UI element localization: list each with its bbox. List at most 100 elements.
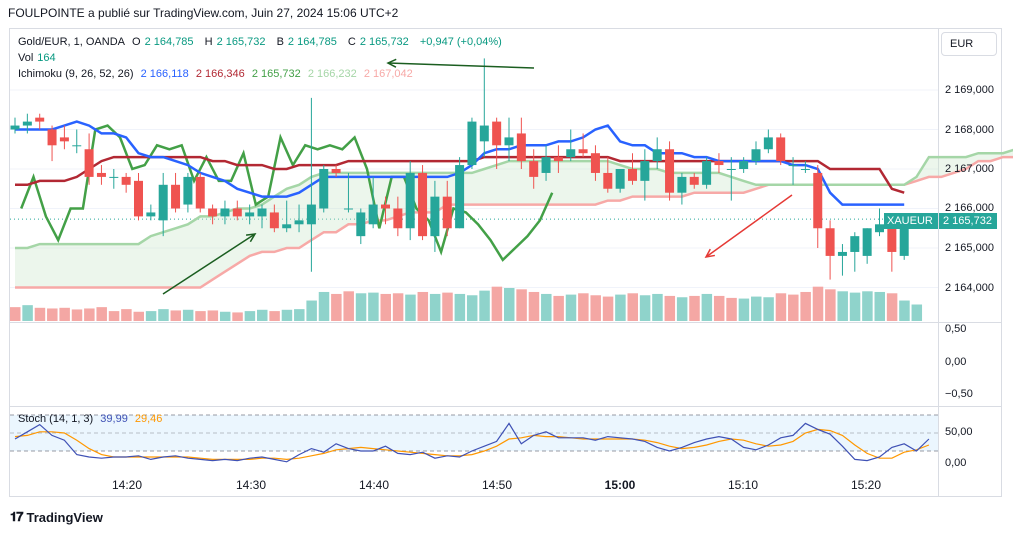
- volume-bar: [71, 309, 83, 321]
- annotation-arrow-top: [387, 62, 535, 69]
- candle: [603, 172, 613, 189]
- volume-bar: [541, 293, 552, 321]
- volume-bar: [788, 294, 799, 321]
- candle: [615, 169, 625, 189]
- volume-bar: [244, 311, 256, 321]
- candle: [84, 149, 94, 177]
- candle: [541, 157, 551, 173]
- volume-bar: [306, 300, 317, 321]
- volume-bar: [466, 295, 478, 321]
- time-tick: 15:20: [850, 478, 882, 492]
- candle: [245, 212, 255, 217]
- volume-bar: [652, 293, 663, 321]
- candle: [47, 129, 57, 146]
- volume-bar: [837, 291, 848, 321]
- candle: [763, 137, 773, 150]
- candle: [319, 169, 329, 209]
- candle: [677, 176, 687, 193]
- volume-tick: −0,50: [945, 388, 973, 400]
- volume-bar: [479, 290, 490, 321]
- volume-tick: 0,50: [945, 323, 967, 335]
- candle: [689, 176, 699, 185]
- candle: [109, 176, 119, 178]
- volume-bar: [874, 291, 885, 321]
- volume-bar: [911, 304, 923, 321]
- stoch-label[interactable]: Stoch (14, 1, 3): [18, 413, 94, 425]
- candle: [232, 208, 242, 217]
- candle: [504, 137, 514, 146]
- volume-bar: [726, 297, 737, 321]
- ichimoku-spanB-line: [15, 155, 1013, 289]
- candle: [72, 145, 82, 147]
- annotation-arrow-left: [162, 233, 256, 295]
- volume-bar: [318, 291, 330, 321]
- volume-bar: [664, 295, 676, 321]
- volume-bar: [145, 311, 157, 321]
- candle: [195, 176, 205, 209]
- candle: [183, 176, 193, 205]
- ichimoku-label[interactable]: Ichimoku (9, 26, 52, 26): [18, 68, 134, 80]
- volume-bar: [886, 293, 898, 321]
- volume-bar: [170, 310, 182, 321]
- time-tick: 14:20: [111, 478, 143, 492]
- price-tag-value: 2 165,732: [939, 213, 997, 229]
- volume-bar: [763, 297, 774, 321]
- candle: [825, 228, 835, 256]
- candle: [269, 212, 279, 229]
- candle: [887, 224, 897, 252]
- volume-bar: [676, 297, 688, 321]
- ichimoku-base-value: 2 166,346: [195, 68, 245, 80]
- candle: [430, 196, 440, 237]
- publication-header: FOULPOINTE a publié sur TradingView.com,…: [8, 6, 399, 20]
- volume-bar: [195, 311, 206, 321]
- currency-selector[interactable]: EUR: [941, 32, 997, 56]
- stoch-tick: 50,00: [945, 426, 973, 438]
- candle: [35, 117, 45, 122]
- price-tick: 2 168,000: [945, 124, 994, 136]
- price-tick: 2 165,000: [945, 242, 994, 254]
- candle: [862, 228, 872, 256]
- stoch-tick: 0,00: [945, 457, 967, 469]
- volume-bar: [639, 295, 651, 321]
- candle: [726, 169, 736, 170]
- price-tag-symbol: XAUEUR: [884, 213, 938, 229]
- candle: [22, 121, 32, 126]
- volume-bar: [121, 309, 132, 321]
- volume-bar: [775, 293, 787, 321]
- volume-bar: [800, 291, 811, 321]
- candle: [96, 172, 106, 177]
- volume-legend: Vol 164: [18, 51, 60, 65]
- volume-tick: 0,00: [945, 356, 967, 368]
- ichimoku-spanA-value: 2 166,232: [307, 68, 357, 80]
- tradingview-logo-icon: 𝟏𝟕: [10, 509, 24, 524]
- tradingview-logo[interactable]: 𝟏𝟕 TradingView: [10, 509, 103, 525]
- volume-bar: [528, 291, 540, 321]
- candle: [442, 196, 452, 229]
- volume-bar: [219, 311, 231, 321]
- candle: [788, 165, 798, 167]
- candle: [640, 161, 650, 181]
- volume-bar: [862, 291, 873, 321]
- symbol-name[interactable]: Gold/EUR, 1, OANDA: [18, 36, 125, 48]
- candle: [813, 172, 823, 229]
- price-scale-divider: [938, 28, 939, 497]
- volume-bar: [96, 307, 107, 321]
- open-value: 2 164,785: [144, 36, 194, 48]
- candle: [405, 172, 415, 229]
- time-tick: 14:30: [235, 478, 267, 492]
- candle: [702, 161, 712, 185]
- ichimoku-conversion-value: 2 166,118: [140, 68, 189, 80]
- pane-divider-volume: [9, 322, 1002, 323]
- candle: [578, 149, 588, 154]
- candle: [294, 220, 304, 225]
- volume-bar: [269, 311, 280, 321]
- volume-bar: [355, 293, 367, 321]
- ichimoku-spanB-value: 2 167,042: [363, 68, 413, 80]
- price-tick: 2 166,000: [945, 202, 994, 214]
- candle: [306, 204, 316, 225]
- volume-bar: [84, 308, 95, 321]
- candle: [368, 204, 378, 225]
- volume-bar: [59, 307, 70, 321]
- volume-bar: [182, 309, 194, 321]
